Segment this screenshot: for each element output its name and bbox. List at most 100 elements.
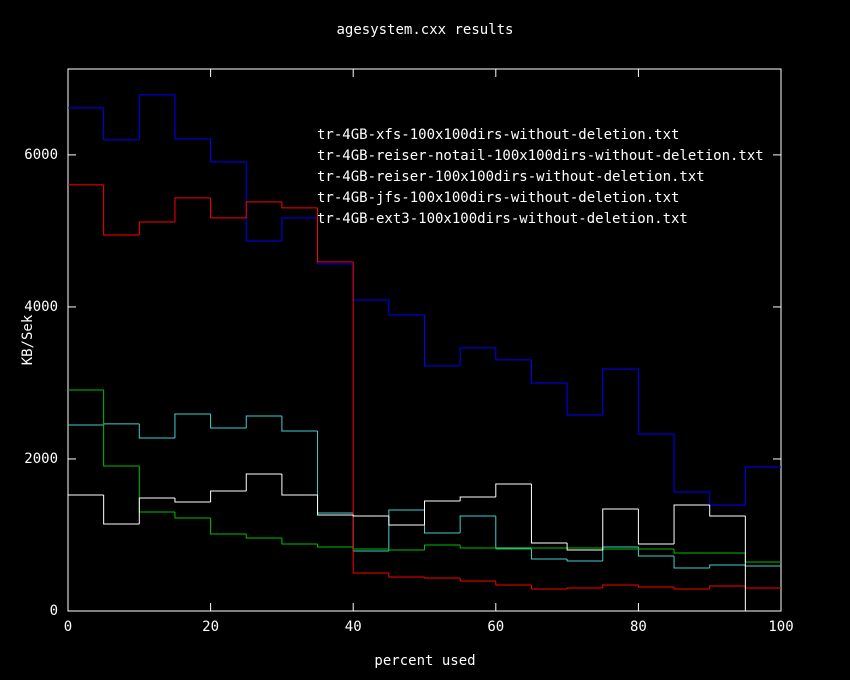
step-segment xyxy=(495,580,532,586)
step-segment xyxy=(673,586,710,590)
step-segment xyxy=(388,572,425,578)
y-tick-label: 0 xyxy=(50,603,58,619)
step-segment xyxy=(495,347,532,361)
step-segment xyxy=(459,545,496,549)
step-segment xyxy=(744,565,781,567)
plot-frame xyxy=(67,68,782,612)
step-segment xyxy=(424,314,461,367)
step-segment xyxy=(138,423,175,439)
step-segment xyxy=(566,559,603,562)
y-axis-label: KB/Sek xyxy=(20,314,36,365)
step-segment xyxy=(459,496,496,502)
step-segment xyxy=(602,368,639,415)
x-tick-label: 100 xyxy=(768,619,793,635)
step-segment xyxy=(530,547,568,549)
step-segment xyxy=(673,548,710,554)
step-segment xyxy=(245,201,282,218)
step-segment xyxy=(281,217,318,241)
step-segment xyxy=(709,564,746,568)
step-segment xyxy=(637,368,675,435)
step-segment xyxy=(352,263,389,301)
x-tick-label: 80 xyxy=(630,619,647,635)
legend-entry: tr-4GB-reiser-notail-100x100dirs-without… xyxy=(317,148,764,164)
x-tick-label: 20 xyxy=(202,619,219,635)
step-segment xyxy=(459,347,496,366)
step-segment xyxy=(388,299,425,316)
step-segment xyxy=(424,500,461,525)
step-segment xyxy=(495,547,532,550)
step-segment xyxy=(637,546,675,557)
y-tick-label: 4000 xyxy=(24,299,58,315)
step-segment xyxy=(210,413,247,429)
step-segment xyxy=(245,415,282,428)
step-segment xyxy=(317,494,354,516)
legend-entry: tr-4GB-reiser-100x100dirs-without-deleti… xyxy=(317,169,705,185)
step-segment xyxy=(281,415,318,432)
step-segment xyxy=(388,548,425,551)
step-segment xyxy=(424,577,461,579)
step-segment xyxy=(530,359,568,384)
step-segment xyxy=(637,585,675,588)
step-segment xyxy=(174,511,211,519)
step-segment xyxy=(103,423,140,425)
step-segment xyxy=(530,547,568,560)
step-segment xyxy=(210,138,247,163)
step-segment xyxy=(138,221,175,235)
step-segment xyxy=(174,94,211,140)
step-segment xyxy=(317,543,354,548)
step-segment xyxy=(281,537,318,545)
step-segment xyxy=(424,509,461,534)
step-segment xyxy=(744,466,781,505)
step-segment xyxy=(210,517,247,535)
step-segment xyxy=(673,433,710,493)
step-segment xyxy=(424,544,461,550)
step-segment xyxy=(744,552,781,563)
step-segment xyxy=(138,465,175,513)
step-segment xyxy=(103,184,140,236)
x-tick-label: 60 xyxy=(487,619,504,635)
step-segment xyxy=(673,555,710,569)
step-segment xyxy=(530,483,568,544)
step-segment xyxy=(709,504,746,517)
step-segment xyxy=(388,515,425,526)
step-segment xyxy=(352,514,389,517)
legend-entry: tr-4GB-xfs-100x100dirs-without-deletion.… xyxy=(317,127,679,143)
step-segment xyxy=(459,515,496,534)
step-segment xyxy=(281,201,318,209)
step-segment xyxy=(673,504,710,544)
step-segment xyxy=(245,161,282,242)
y-tick-label: 6000 xyxy=(24,147,58,163)
step-segment xyxy=(352,261,389,574)
step-segment xyxy=(709,491,746,506)
y-tick-label: 2000 xyxy=(24,451,58,467)
step-segment xyxy=(245,533,282,539)
legend-entry: tr-4GB-jfs-100x100dirs-without-deletion.… xyxy=(317,190,679,206)
legend-entry: tr-4GB-ext3-100x100dirs-without-deletion… xyxy=(317,211,688,227)
step-segment xyxy=(709,585,746,590)
x-tick-label: 40 xyxy=(345,619,362,635)
step-segment xyxy=(245,473,282,491)
step-segment xyxy=(174,197,211,222)
step-segment xyxy=(174,413,211,438)
step-segment xyxy=(602,547,639,550)
step-segment xyxy=(566,382,603,416)
step-segment xyxy=(352,513,389,552)
step-segment xyxy=(566,542,603,551)
step-segment xyxy=(281,473,318,496)
step-segment xyxy=(210,490,247,502)
step-segment xyxy=(317,430,354,514)
step-segment xyxy=(637,508,675,545)
step-segment xyxy=(602,508,639,550)
step-segment xyxy=(530,585,568,590)
x-tick-label: 0 xyxy=(64,619,72,635)
step-segment xyxy=(459,578,496,582)
step-segment xyxy=(103,389,140,467)
step-segment xyxy=(566,587,603,590)
step-segment xyxy=(495,483,532,497)
step-segment xyxy=(744,585,781,589)
step-segment xyxy=(388,509,425,552)
step-segment xyxy=(495,515,532,549)
x-axis-label: percent used xyxy=(374,653,475,669)
